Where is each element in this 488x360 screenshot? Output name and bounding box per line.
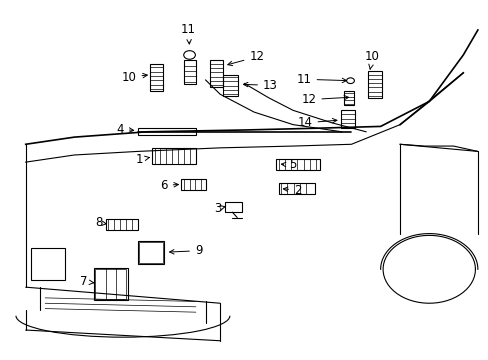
- Bar: [278, 183, 314, 194]
- Bar: [139, 242, 163, 263]
- Text: 9: 9: [169, 244, 202, 257]
- Bar: [340, 111, 355, 128]
- Bar: [149, 64, 163, 91]
- Bar: [152, 148, 196, 164]
- Text: 4: 4: [116, 123, 133, 136]
- Text: 12: 12: [301, 93, 348, 106]
- Text: 1: 1: [136, 153, 149, 166]
- Text: 14: 14: [297, 116, 336, 129]
- Bar: [183, 60, 196, 84]
- Text: 2: 2: [283, 184, 301, 197]
- Bar: [224, 202, 242, 212]
- Text: 10: 10: [122, 71, 147, 84]
- Bar: [368, 71, 381, 98]
- Text: 3: 3: [213, 202, 224, 215]
- Bar: [181, 179, 205, 190]
- Bar: [106, 219, 137, 230]
- Text: 5: 5: [281, 158, 296, 171]
- Bar: [94, 267, 127, 300]
- Bar: [137, 241, 164, 264]
- Bar: [137, 128, 196, 135]
- Text: 7: 7: [80, 275, 94, 288]
- Text: 10: 10: [365, 50, 379, 69]
- Bar: [95, 269, 126, 298]
- Bar: [222, 75, 238, 96]
- Text: 12: 12: [227, 50, 264, 66]
- Bar: [276, 159, 319, 170]
- Bar: [210, 60, 222, 87]
- Text: 11: 11: [181, 23, 196, 44]
- Text: 8: 8: [95, 216, 106, 229]
- Text: 13: 13: [243, 79, 277, 92]
- Bar: [30, 248, 64, 280]
- Bar: [344, 91, 353, 105]
- Text: 11: 11: [296, 73, 346, 86]
- Text: 6: 6: [160, 179, 178, 192]
